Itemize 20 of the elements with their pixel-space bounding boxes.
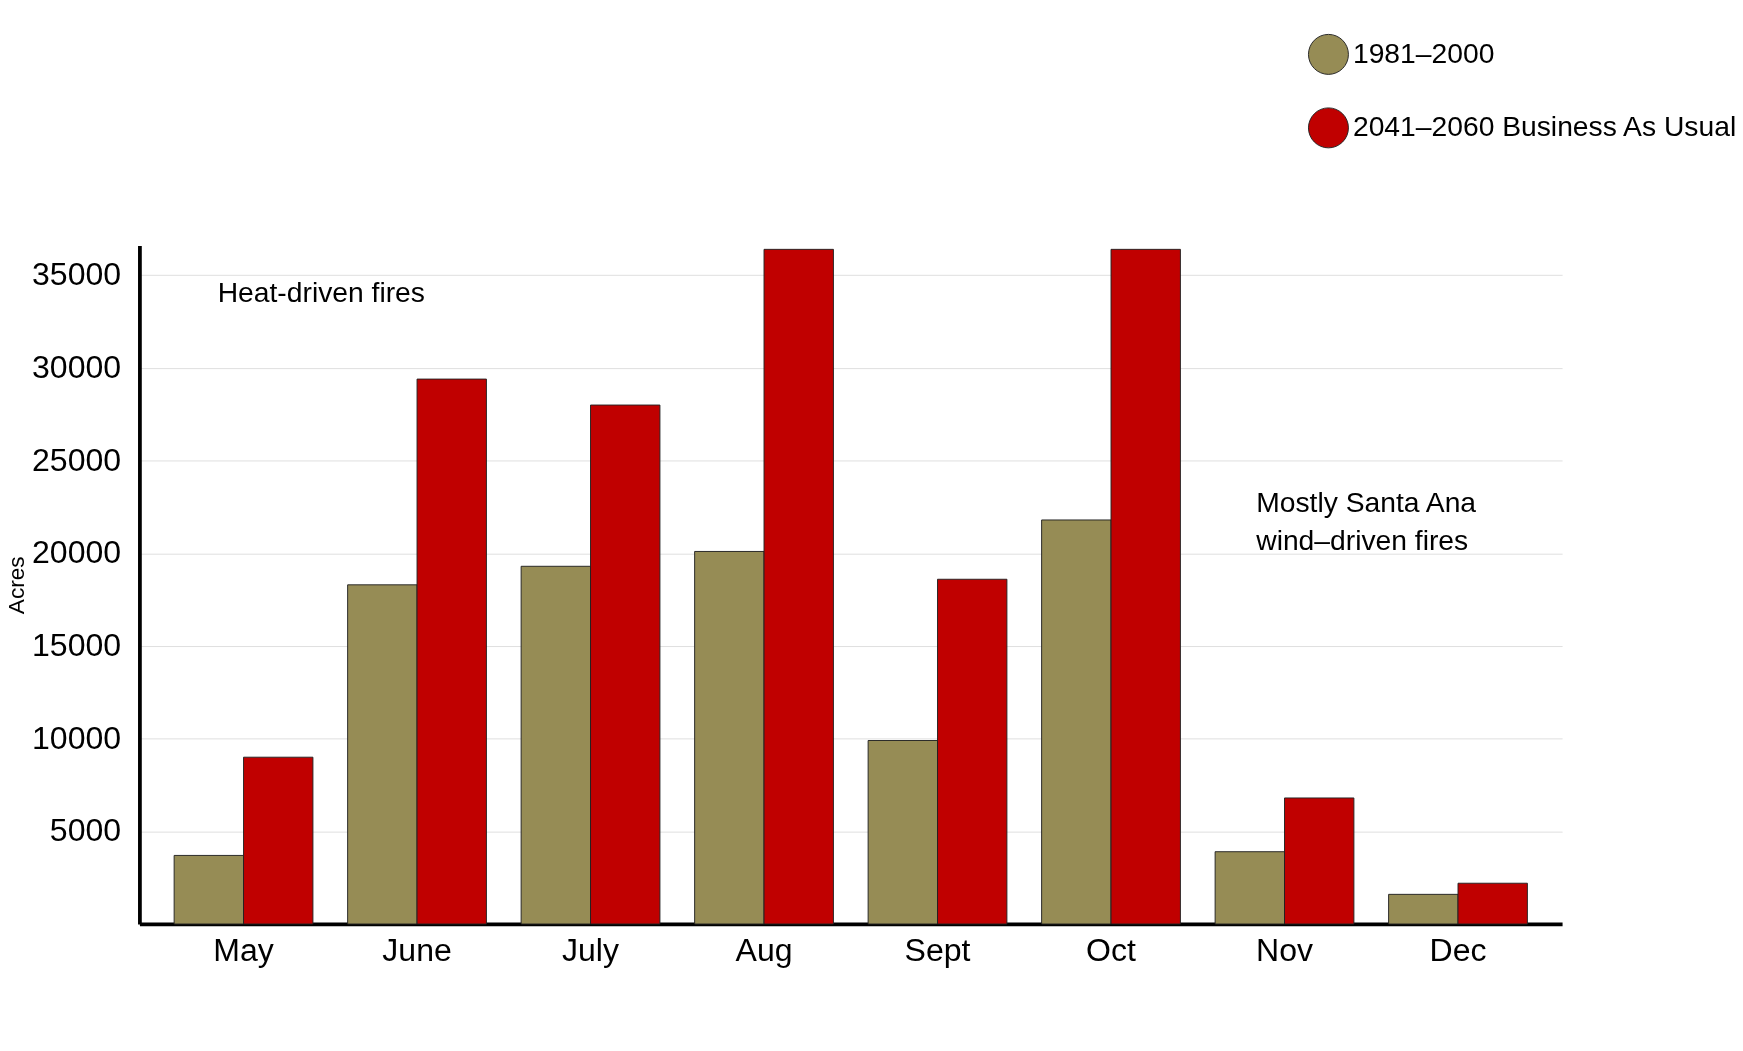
x-tick-label: Nov — [1256, 932, 1313, 969]
x-tick-label: Aug — [735, 932, 793, 969]
x-tick-label: Dec — [1429, 932, 1487, 969]
y-tick-label: 25000 — [32, 441, 122, 478]
x-tick-label: July — [562, 932, 619, 969]
y-tick-label: 35000 — [32, 256, 122, 293]
annotation: Heat-driven fires — [217, 276, 425, 309]
y-axis-title: Acres — [3, 556, 29, 615]
x-tick-label: May — [213, 932, 274, 969]
y-tick-label: 30000 — [32, 348, 122, 385]
y-tick-label: 5000 — [49, 812, 122, 849]
y-tick-label: 15000 — [32, 626, 122, 663]
x-tick-label: Sept — [904, 932, 971, 969]
annotation: Mostly Santa Ana wind–driven fires — [1255, 486, 1477, 557]
y-tick-label: 10000 — [32, 719, 122, 756]
y-tick-label: 20000 — [32, 534, 122, 571]
legend-label: 1981–2000 — [1352, 36, 1495, 69]
x-tick-label: Oct — [1086, 932, 1137, 969]
x-tick-label: June — [382, 932, 452, 969]
legend-label: 2041–2060 Business As Usual — [1352, 110, 1737, 143]
